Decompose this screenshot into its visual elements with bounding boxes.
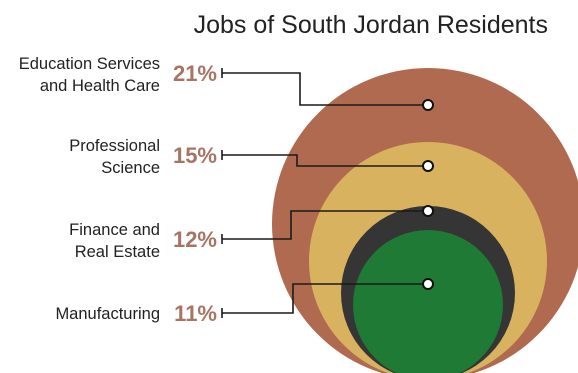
leader-line-education-services-and-health-care xyxy=(222,72,428,106)
chart-title: Jobs of South Jordan Residents xyxy=(194,11,548,39)
category-label-finance-and-real-estate-line-2: Real Estate xyxy=(75,243,160,261)
value-label-manufacturing: 11% xyxy=(174,301,217,326)
bubble-manufacturing xyxy=(353,230,503,373)
category-label-finance-and-real-estate-line-1: Finance and xyxy=(69,221,160,239)
category-label-manufacturing: Manufacturing xyxy=(55,305,160,323)
leader-line-manufacturing xyxy=(222,283,428,314)
value-label-finance-and-real-estate: 12% xyxy=(173,227,217,252)
category-label-professional-science-line-1: Professional xyxy=(69,137,160,155)
category-label-professional-science-line-2: Science xyxy=(101,159,160,177)
marker-dot-manufacturing xyxy=(422,278,434,290)
leader-line-professional-science xyxy=(222,154,428,167)
marker-dot-education-services-and-health-care xyxy=(422,99,434,111)
value-label-professional-science: 15% xyxy=(173,143,217,168)
value-label-education-services-and-health-care: 21% xyxy=(173,61,217,86)
leader-line-finance-and-real-estate xyxy=(222,210,428,240)
marker-dot-finance-and-real-estate xyxy=(422,205,434,217)
marker-dot-professional-science xyxy=(422,160,434,172)
category-label-education-services-and-health-care-line-2: and Health Care xyxy=(40,77,160,95)
category-label-education-services-and-health-care-line-1: Education Services xyxy=(19,55,160,73)
